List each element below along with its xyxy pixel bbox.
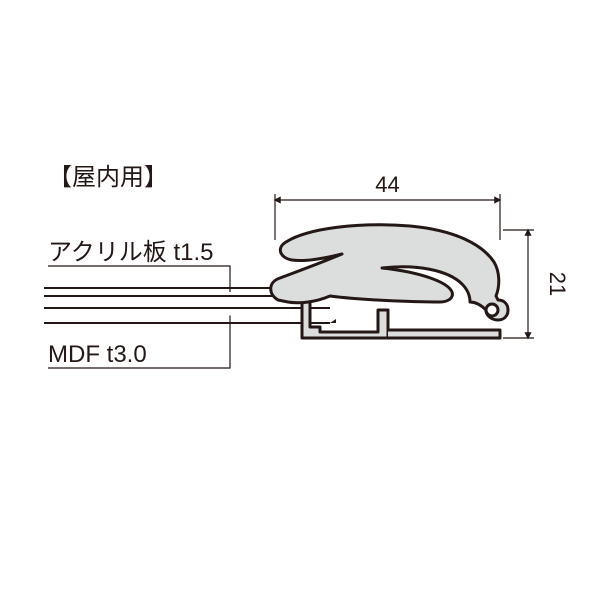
acrylic-label: アクリル板 t1.5 [48,239,214,266]
hinge-pin-hole [486,304,498,316]
dim-height-value: 21 [545,272,570,296]
cross-section-diagram: 【屋内用】 44 21 アクリル板 t1.5 MDF t3.0 [0,0,600,600]
mdf-panel [44,308,330,323]
dim-width-value: 44 [375,172,399,197]
mdf-panel-nick [330,319,336,323]
mdf-label: MDF t3.0 [48,341,147,368]
title-label: 【屋内用】 [48,164,168,191]
base-extension [388,330,500,338]
